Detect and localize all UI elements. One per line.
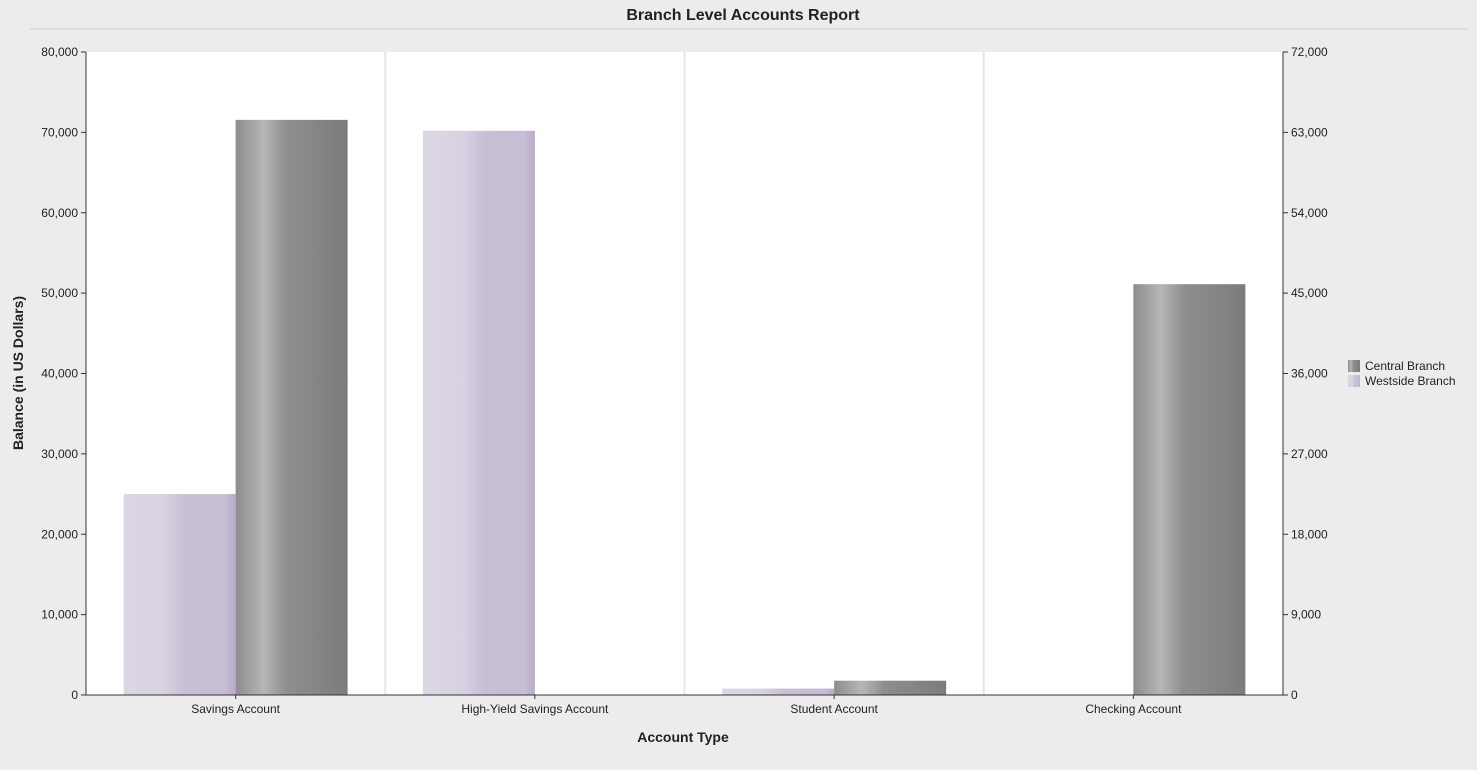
bar-westside-branch[interactable]: [123, 494, 236, 695]
x-axis-title: Account Type: [637, 729, 729, 745]
x-tick-label: Student Account: [790, 702, 878, 716]
right-tick-label: 0: [1291, 688, 1298, 702]
right-tick-label: 9,000: [1291, 608, 1321, 622]
bar-westside-branch[interactable]: [422, 130, 535, 695]
left-tick-label: 70,000: [41, 125, 78, 139]
left-tick-label: 50,000: [41, 286, 78, 300]
right-tick-label: 63,000: [1291, 125, 1328, 139]
left-y-ticks: 0 10,000 20,000 30,000 40,000 50,000 60,000 70,…: [41, 45, 86, 702]
left-tick-label: 20,000: [41, 527, 78, 541]
left-tick-label: 10,000: [41, 608, 78, 622]
right-tick-label: 45,000: [1291, 286, 1328, 300]
right-tick-label: 36,000: [1291, 367, 1328, 381]
bars-group: [123, 119, 1246, 696]
y-axis-title: Balance (in US Dollars): [10, 296, 26, 450]
left-tick-label: 0: [71, 688, 78, 702]
bar-central-branch[interactable]: [1133, 284, 1246, 695]
legend-swatch: [1348, 360, 1360, 372]
category-separators: [384, 52, 985, 695]
bar-central-branch[interactable]: [235, 119, 348, 696]
left-tick-label: 60,000: [41, 206, 78, 220]
right-tick-label: 18,000: [1291, 527, 1328, 541]
right-y-ticks: 0 9,000 18,000 27,000 36,000 45,000 54,000 63,0…: [1283, 45, 1328, 702]
legend-label: Westside Branch: [1365, 374, 1456, 388]
legend-swatch: [1348, 375, 1360, 387]
bar-westside-branch[interactable]: [722, 688, 835, 695]
left-tick-label: 80,000: [41, 45, 78, 59]
bar-central-branch[interactable]: [834, 680, 947, 695]
legend-label: Central Branch: [1365, 359, 1445, 373]
x-tick-label: Checking Account: [1085, 702, 1182, 716]
right-tick-label: 27,000: [1291, 447, 1328, 461]
x-tick-label: Savings Account: [191, 702, 280, 716]
left-tick-label: 40,000: [41, 367, 78, 381]
right-tick-label: 72,000: [1291, 45, 1328, 59]
x-tick-label: High-Yield Savings Account: [461, 702, 609, 716]
chart-title: Branch Level Accounts Report: [626, 7, 860, 24]
right-tick-label: 54,000: [1291, 206, 1328, 220]
left-tick-label: 30,000: [41, 447, 78, 461]
x-ticks: Savings Account High-Yield Savings Accoun…: [191, 695, 1182, 716]
